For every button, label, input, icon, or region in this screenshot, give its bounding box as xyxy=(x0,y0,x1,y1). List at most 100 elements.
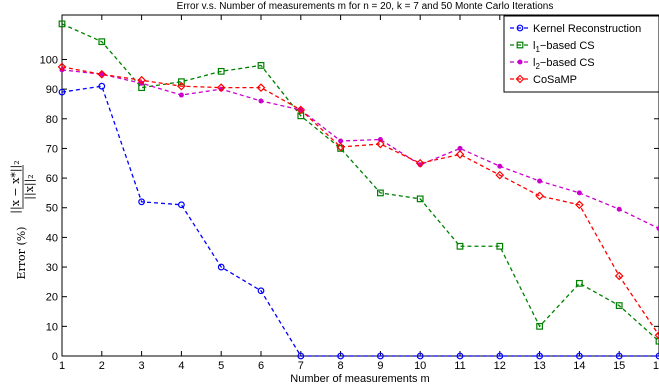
data-point xyxy=(178,92,184,98)
data-point xyxy=(377,352,384,360)
data-point xyxy=(537,178,543,184)
data-point xyxy=(97,69,107,79)
legend-marker xyxy=(515,74,525,84)
data-point xyxy=(217,67,225,75)
x-tick-label: 4 xyxy=(178,360,184,372)
data-point xyxy=(575,279,583,287)
data-point xyxy=(258,98,264,104)
x-tick-label: 1 xyxy=(653,360,659,372)
data-point xyxy=(376,139,385,149)
data-point xyxy=(496,242,504,250)
data-point xyxy=(456,352,464,360)
y-tick-label: 20 xyxy=(46,292,58,304)
x-tick-label: 9 xyxy=(377,360,383,372)
data-point xyxy=(536,322,543,330)
legend: Kernel Reconstruction l1−based CS l2−based… xyxy=(503,15,659,93)
y-axis: 0 10 20 30 40 50 60 70 80 90 100 xyxy=(40,54,659,363)
x-tick-label: 14 xyxy=(573,360,585,372)
data-point xyxy=(457,145,463,151)
y-tick-label: 90 xyxy=(46,84,58,96)
x-tick-label: 5 xyxy=(218,360,224,372)
data-point xyxy=(576,352,583,360)
y-tick-label: 50 xyxy=(46,203,58,215)
y-axis-label-numerator: ||x − x*||₂ xyxy=(9,160,23,213)
legend-entry: Kernel Reconstruction xyxy=(510,23,641,35)
data-point xyxy=(177,81,186,91)
data-point xyxy=(416,352,424,360)
data-point xyxy=(58,20,66,28)
x-tick-label: 15 xyxy=(613,360,625,372)
data-point xyxy=(336,142,345,152)
x-tick-label: 10 xyxy=(414,360,426,372)
x-tick-label: 13 xyxy=(533,360,545,372)
x-tick-label: 8 xyxy=(338,360,344,372)
data-point xyxy=(456,242,464,250)
x-tick-label: 1 xyxy=(59,360,65,372)
series-group xyxy=(57,20,659,360)
series-line xyxy=(61,85,659,357)
y-tick-label: 10 xyxy=(46,321,58,333)
data-point xyxy=(616,206,622,212)
legend-label: Kernel Reconstruction xyxy=(533,23,641,35)
data-point xyxy=(615,352,623,360)
y-axis-label: Error (%) ||x − x*||₂ ||x||₂ xyxy=(9,160,37,279)
y-tick-label: 60 xyxy=(46,173,58,185)
data-point xyxy=(576,190,582,196)
legend-entry: l2−based CS xyxy=(510,57,595,71)
legend-label: l1−based CS xyxy=(533,40,595,54)
data-point xyxy=(377,137,383,143)
x-tick-label: 7 xyxy=(298,360,304,372)
data-point xyxy=(257,62,265,69)
legend-label: CoSaMP xyxy=(533,74,577,86)
legend-entry: CoSaMP xyxy=(510,74,577,86)
x-axis-label: Number of measurements m xyxy=(290,373,429,385)
series-line xyxy=(61,23,659,342)
data-point xyxy=(495,170,505,180)
data-point xyxy=(296,105,306,115)
legend-label: l2−based CS xyxy=(533,57,595,71)
data-point xyxy=(654,330,659,340)
data-point xyxy=(177,201,185,209)
data-point xyxy=(98,82,106,90)
y-tick-label: 30 xyxy=(46,262,58,274)
x-tick-label: 3 xyxy=(139,360,145,372)
data-point xyxy=(58,88,66,96)
y-tick-label: 40 xyxy=(46,232,58,244)
data-point xyxy=(535,191,544,201)
series-0 xyxy=(58,82,659,360)
legend-marker xyxy=(517,59,523,65)
data-point xyxy=(297,352,305,360)
data-point xyxy=(415,158,425,168)
series-line xyxy=(61,66,659,336)
data-point xyxy=(615,302,623,309)
legend-box xyxy=(503,15,659,93)
data-point xyxy=(337,352,345,360)
data-point xyxy=(256,83,266,92)
y-tick-label: 0 xyxy=(52,351,58,363)
data-point xyxy=(216,83,226,92)
y-axis-label-denominator: ||x||₂ xyxy=(23,174,37,199)
y-tick-label: 80 xyxy=(46,114,58,126)
data-point xyxy=(416,195,424,203)
data-point xyxy=(655,352,659,360)
data-point xyxy=(138,198,146,206)
data-point xyxy=(496,352,504,360)
y-tick-label: 100 xyxy=(40,54,58,66)
data-point xyxy=(217,263,225,271)
legend-marker xyxy=(516,24,524,32)
data-point xyxy=(98,38,106,46)
legend-entry: l1−based CS xyxy=(510,40,595,54)
data-point xyxy=(57,62,67,72)
legend-marker xyxy=(516,41,524,49)
data-point xyxy=(257,287,265,295)
data-point xyxy=(614,271,624,281)
data-point xyxy=(575,200,584,210)
data-point xyxy=(137,75,146,85)
x-tick-label: 11 xyxy=(454,360,465,372)
x-tick-label: 6 xyxy=(258,360,264,372)
y-tick-label: 70 xyxy=(46,143,58,155)
x-tick-label: 12 xyxy=(494,360,506,372)
data-point xyxy=(338,138,344,144)
data-point xyxy=(455,150,465,159)
x-tick-label: 2 xyxy=(99,360,105,372)
